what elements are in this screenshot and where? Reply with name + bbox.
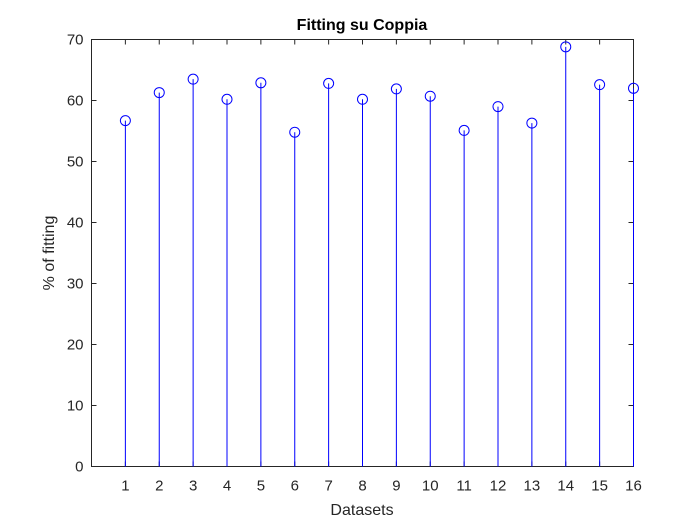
y-tick-label: 50: [67, 154, 84, 171]
x-tick-label: 14: [557, 478, 574, 495]
x-tick-label: 2: [155, 478, 163, 495]
y-axis: 0 10 20 30 40 50 60 70: [67, 32, 634, 476]
data-point: [221, 93, 233, 105]
x-tick-label: 10: [422, 478, 439, 495]
data-point: [458, 124, 470, 136]
x-tick-label: 13: [524, 478, 541, 495]
data-point: [628, 82, 639, 94]
data-point: [153, 87, 165, 99]
x-tick-label: 9: [392, 478, 400, 495]
data-point: [560, 41, 572, 53]
data-point: [119, 115, 131, 127]
chart-title: Fitting su Coppia: [297, 17, 428, 34]
data-point: [357, 93, 368, 105]
x-tick-label: 16: [625, 478, 642, 495]
data-point: [594, 79, 606, 91]
y-tick-label: 30: [67, 276, 84, 293]
data-point: [424, 90, 436, 102]
y-tick-label: 10: [67, 398, 84, 415]
data-point: [289, 126, 301, 138]
x-tick-label: 3: [189, 478, 197, 495]
x-tick-label: 7: [324, 478, 332, 495]
x-tick-label: 5: [257, 478, 265, 495]
data-point: [526, 117, 538, 129]
x-axis: 1 2 3 4 5 6 7 8 9 10 11 12 13 14 15 16: [121, 39, 642, 495]
x-tick-label: 12: [490, 478, 507, 495]
y-tick-label: 0: [75, 459, 83, 476]
data-point: [492, 101, 504, 113]
y-tick-label: 20: [67, 337, 84, 354]
x-tick-label: 4: [223, 478, 231, 495]
data-point: [323, 77, 335, 89]
data-point: [390, 83, 402, 95]
y-tick-label: 60: [67, 93, 84, 110]
data-series: [119, 41, 639, 467]
x-tick-label: 11: [456, 478, 472, 495]
x-tick-label: 15: [591, 478, 608, 495]
x-tick-label: 8: [358, 478, 366, 495]
x-tick-label: 1: [121, 478, 129, 495]
data-point: [187, 73, 199, 85]
x-axis-label: Datasets: [330, 502, 393, 519]
data-point: [255, 77, 267, 89]
y-tick-label: 40: [67, 215, 84, 232]
y-tick-label: 70: [67, 32, 84, 49]
x-tick-label: 6: [291, 478, 299, 495]
y-axis-label: % of fitting: [41, 216, 58, 291]
